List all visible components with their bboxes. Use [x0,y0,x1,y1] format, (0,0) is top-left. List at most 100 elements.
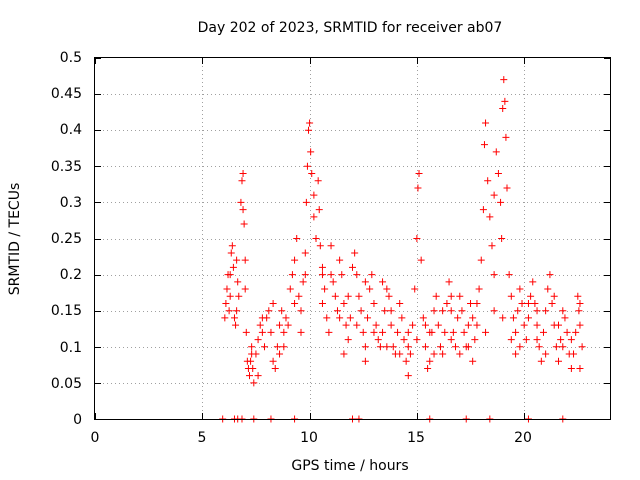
data-point [500,76,508,84]
y-tick-label: 0.35 [51,159,82,175]
data-point [312,235,320,242]
data-point [321,285,329,293]
data-point [327,242,335,250]
data-point [269,299,277,307]
data-point [492,148,500,156]
data-point [475,285,483,293]
data-point [226,292,234,300]
data-point [336,314,344,322]
data-point [486,213,494,221]
data-point [529,278,537,286]
data-point [563,328,571,336]
data-point [426,328,434,336]
data-point [516,285,524,293]
data-point [307,148,315,156]
data-point [555,357,562,365]
data-point [349,263,356,271]
data-point [248,350,256,358]
data-point [276,350,284,358]
data-point [447,307,455,315]
data-point [291,256,299,264]
data-point [389,343,397,351]
data-point [574,292,582,300]
data-point [552,343,560,351]
data-point [572,328,580,336]
data-point [550,292,558,300]
data-point [473,299,481,307]
data-point [318,263,326,271]
tick-marks [95,58,610,420]
data-point [509,314,517,322]
data-point [361,357,369,365]
data-point [228,242,236,250]
data-point [370,299,378,307]
data-point [394,328,402,336]
data-point [533,321,541,329]
data-point [361,278,369,286]
data-point [223,285,231,293]
data-point [503,184,511,192]
data-point [256,321,264,329]
y-tick-label: 0.45 [51,86,82,102]
data-point [507,292,515,300]
x-tick-label: 5 [198,430,207,446]
data-point [359,328,367,336]
data-point [258,328,266,336]
data-point [239,206,247,214]
data-point [301,271,309,279]
data-point [494,170,502,178]
data-point [366,285,374,293]
data-point [239,170,247,178]
data-point [544,285,552,293]
data-point [230,314,238,322]
data-point [233,307,241,315]
data-point [318,271,326,279]
data-point [344,292,352,300]
data-point [249,364,257,372]
data-point [514,307,522,315]
y-tick-label: 0.1 [60,340,82,356]
data-point [261,343,269,351]
data-point [327,271,335,279]
data-point [542,350,550,358]
data-point [238,177,246,185]
data-point [524,299,532,307]
data-point [415,170,423,178]
data-point [376,343,384,351]
data-point [439,307,447,315]
data-point [237,198,245,206]
data-point [221,314,229,322]
data-point [353,271,361,279]
data-point [301,249,309,257]
data-point [276,321,284,329]
data-point [507,336,515,344]
data-point [531,299,539,307]
data-point [460,328,468,336]
data-point [381,307,389,315]
data-point [241,256,249,264]
data-point [240,220,248,228]
data-point [413,235,421,242]
data-point [314,177,322,185]
data-point [291,299,299,307]
data-point [469,357,477,365]
data-point [567,364,575,372]
data-point [533,307,541,315]
data-point [404,343,412,351]
data-point [419,314,427,322]
y-tick-label: 0.4 [60,122,82,138]
data-point [280,328,288,336]
data-point [430,350,438,358]
data-point [452,343,459,351]
data-point [254,336,262,344]
x-axis-label: GPS time / hours [291,458,408,474]
data-point [570,350,578,358]
x-tick-label: 15 [407,430,425,446]
data-point [447,336,455,344]
data-point [445,278,453,286]
data-point [449,328,457,336]
data-point [464,343,472,351]
data-point [297,307,305,315]
data-point [417,256,425,264]
